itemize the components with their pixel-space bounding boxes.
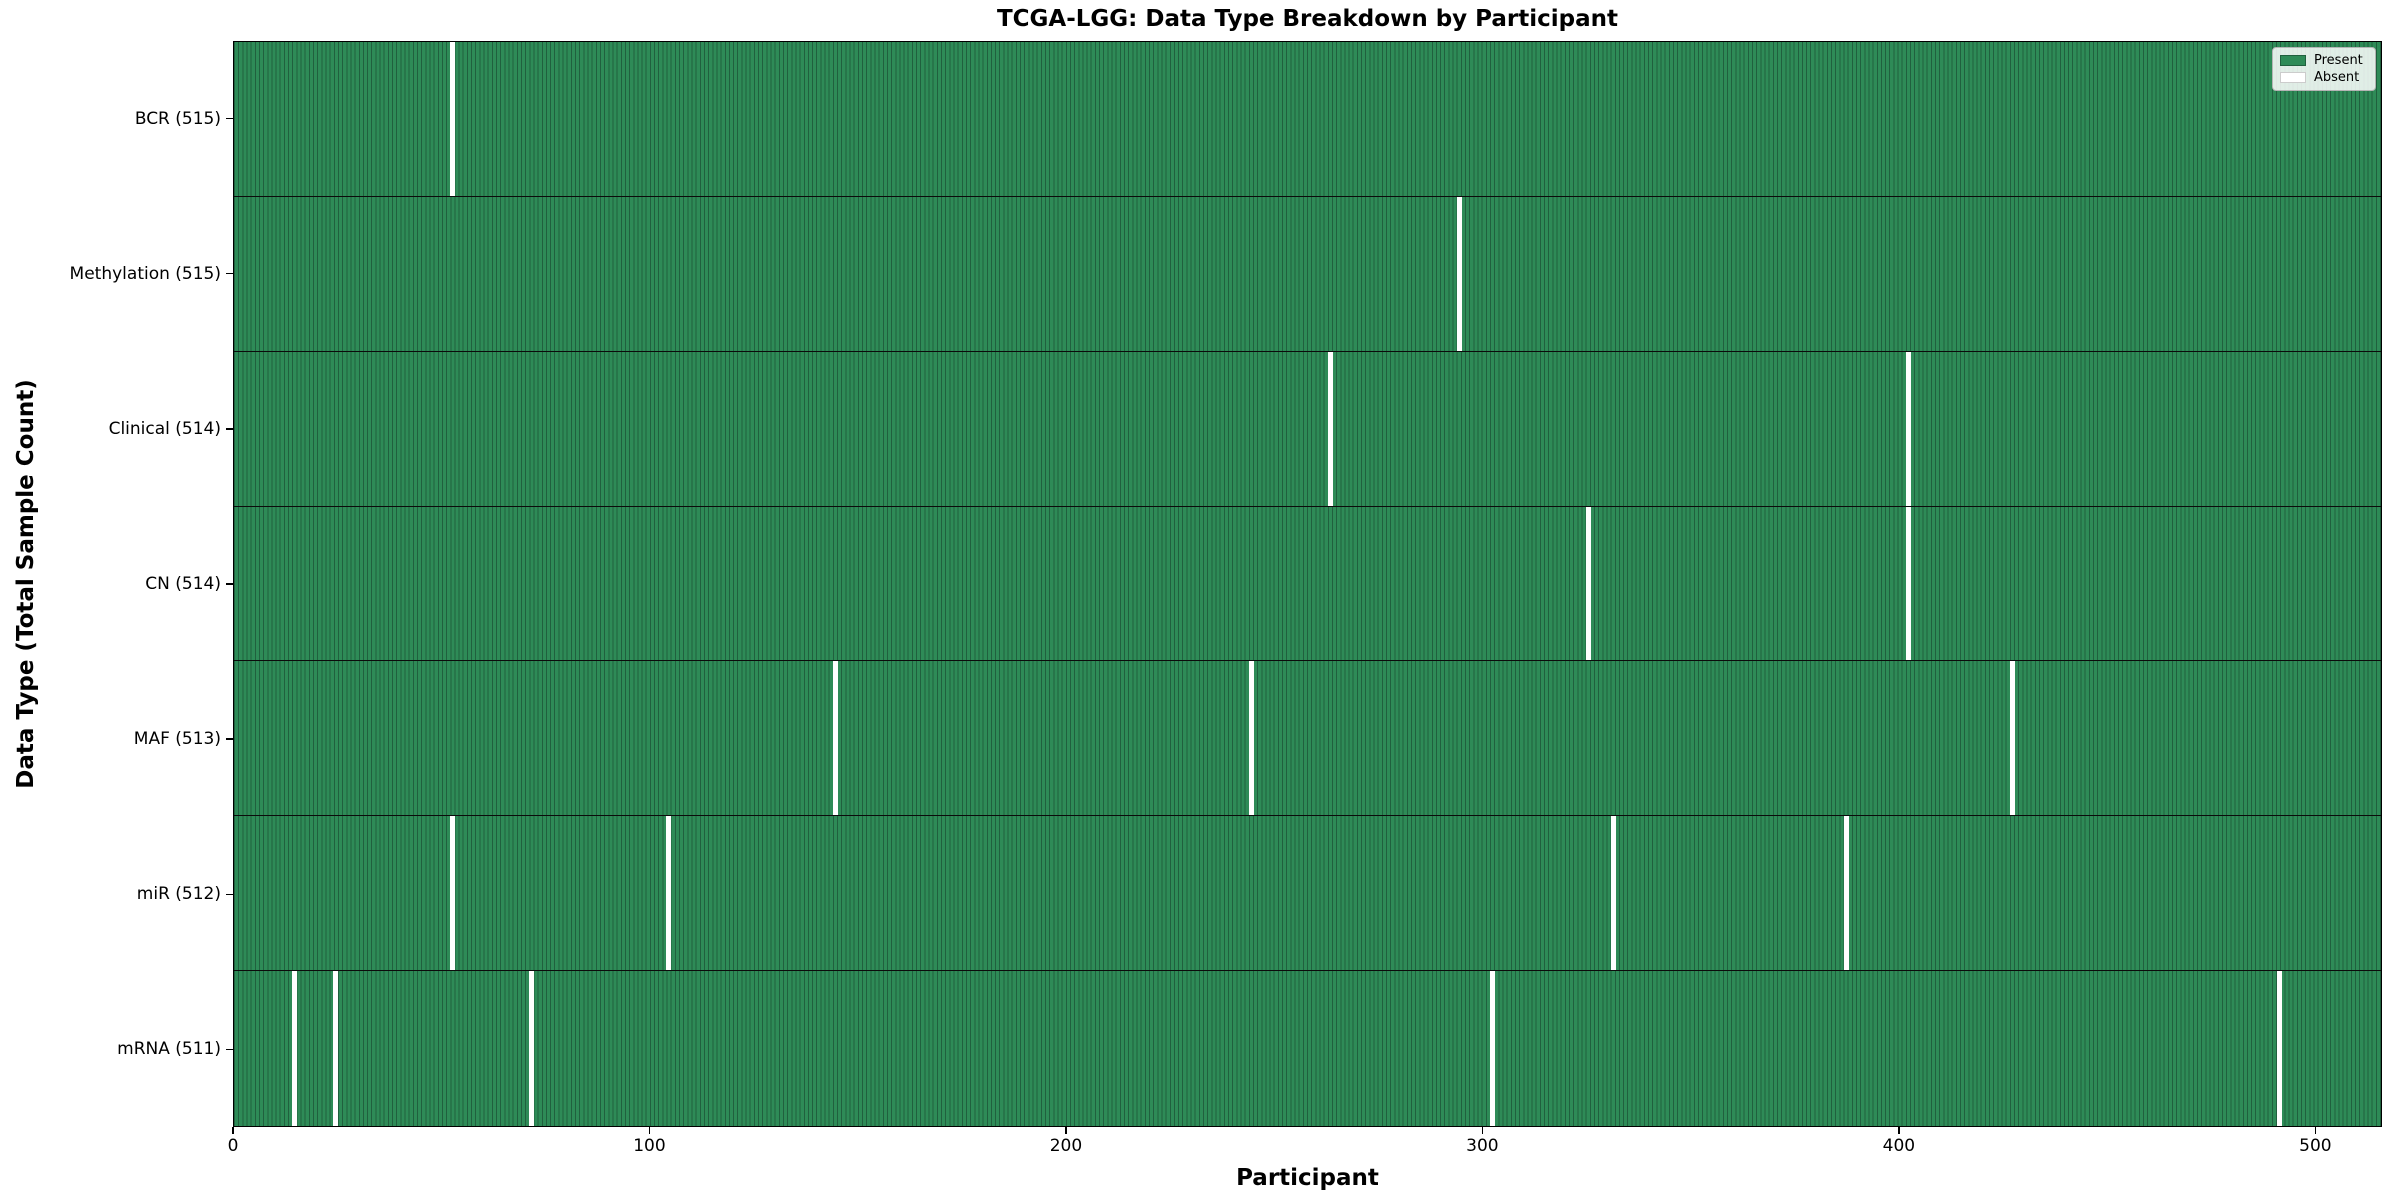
heatmap-row-bcr	[234, 42, 2381, 197]
absent-marker	[2010, 661, 2016, 816]
y-tick-label: miR (512)	[136, 884, 221, 905]
x-tick-label: 300	[1466, 1136, 1499, 1156]
heatmap-row-mrna	[234, 971, 2381, 1126]
y-tick-label: mRNA (511)	[117, 1039, 221, 1060]
x-tick-mark	[1065, 1127, 1067, 1134]
x-tick-mark	[1481, 1127, 1484, 1134]
y-tick-maf: MAF (513)	[0, 662, 233, 817]
x-tick-mark	[1898, 1127, 1900, 1134]
absent-marker	[449, 816, 455, 971]
heatmap-row-cn	[234, 506, 2381, 662]
absent-marker	[1843, 816, 1849, 971]
absent-marker	[1248, 661, 1254, 816]
legend: Present Absent	[2272, 47, 2376, 91]
y-tick-label: BCR (515)	[134, 108, 221, 129]
absent-marker	[1585, 506, 1591, 661]
present-swatch	[2280, 54, 2306, 66]
y-tick-methylation: Methylation (515)	[0, 196, 233, 351]
y-tick-mark	[226, 583, 233, 585]
legend-item-present: Present	[2280, 53, 2368, 68]
y-tick-bcr: BCR (515)	[0, 41, 233, 196]
y-tick-labels: BCR (515) Methylation (515) Clinical (514)…	[0, 41, 233, 1127]
legend-label-absent: Absent	[2314, 70, 2360, 86]
heatmap-row-methylation	[234, 196, 2381, 352]
legend-item-absent: Absent	[2280, 70, 2368, 85]
x-tick-label: 100	[633, 1136, 666, 1156]
absent-marker	[1490, 971, 1496, 1126]
absent-marker	[333, 971, 339, 1126]
absent-marker	[1327, 351, 1333, 506]
y-tick-mark	[226, 738, 233, 740]
absent-marker	[1456, 196, 1462, 351]
y-tick-mark	[226, 117, 233, 120]
x-tick-mark	[648, 1127, 651, 1134]
y-tick-mark	[226, 1048, 233, 1051]
x-tick-label: 200	[1049, 1136, 1083, 1156]
heatmap-row-clinical	[234, 351, 2381, 507]
absent-marker	[291, 971, 297, 1126]
y-tick-label: Methylation (515)	[69, 263, 221, 284]
x-tick-mark	[232, 1127, 234, 1134]
absent-marker	[449, 42, 455, 196]
legend-label-present: Present	[2314, 52, 2363, 68]
absent-marker	[1906, 506, 1912, 661]
y-tick-label: Clinical (514)	[108, 418, 221, 439]
y-tick-mrna: mRNA (511)	[0, 972, 233, 1127]
y-tick-clinical: Clinical (514)	[0, 351, 233, 506]
absent-swatch	[2280, 72, 2306, 84]
absent-marker	[2276, 971, 2282, 1126]
y-tick-mark	[226, 893, 233, 896]
y-tick-mark	[226, 272, 233, 275]
absent-marker	[1610, 816, 1616, 971]
x-tick-label: 500	[2299, 1136, 2332, 1156]
x-tick-label: 0	[227, 1136, 239, 1156]
y-tick-label: CN (514)	[145, 573, 221, 594]
chart-title: TCGA-LGG: Data Type Breakdown by Partici…	[996, 6, 1619, 32]
y-tick-cn: CN (514)	[0, 506, 233, 661]
absent-marker	[666, 816, 672, 971]
x-tick-label: 400	[1882, 1136, 1916, 1156]
absent-marker	[1906, 351, 1912, 506]
y-tick-label: MAF (513)	[133, 729, 221, 750]
absent-marker	[529, 971, 534, 1126]
plot-area	[233, 41, 2382, 1127]
y-tick-mir: miR (512)	[0, 817, 233, 972]
x-tick-labels: 0 100 200 300 400 500	[228, 1127, 2382, 1172]
x-axis-title: Participant	[1236, 1165, 1379, 1191]
x-tick-mark	[2314, 1127, 2317, 1134]
absent-marker	[832, 661, 838, 816]
heatmap-row-maf	[234, 661, 2381, 817]
y-tick-mark	[226, 428, 233, 430]
heatmap-row-mir	[234, 816, 2381, 972]
